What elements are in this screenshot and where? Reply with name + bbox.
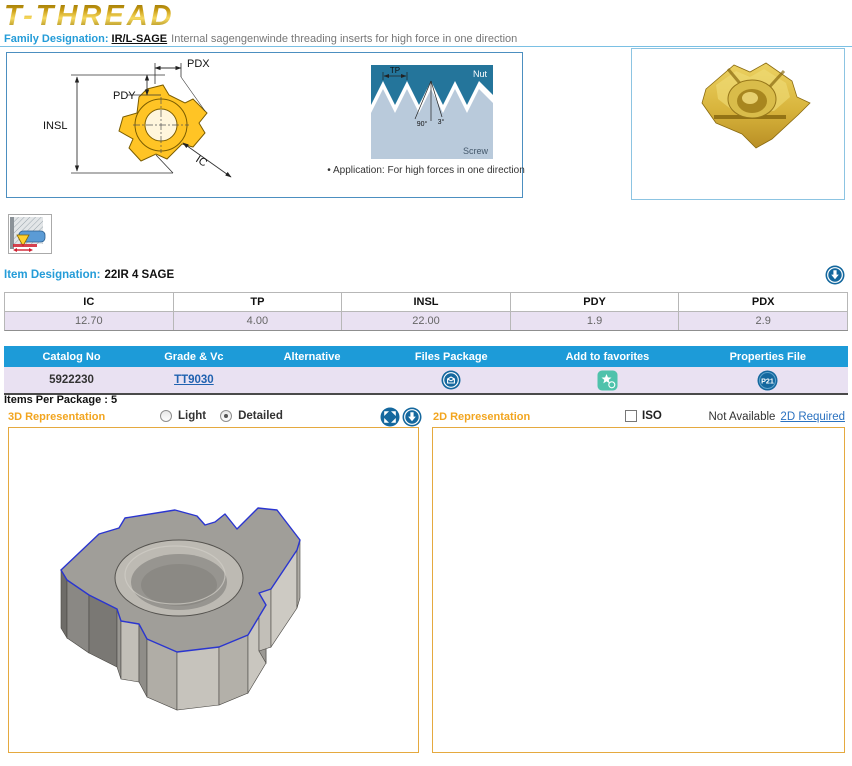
tp-label: TP	[390, 66, 400, 75]
angle-3-label: 3°	[438, 118, 445, 126]
item-download-icon[interactable]	[825, 265, 845, 285]
2d-representation-title: 2D Representation	[433, 411, 531, 423]
dim-header-ic: IC	[5, 293, 174, 312]
catalog-header-catalog-no: Catalog No	[42, 351, 101, 363]
catalog-number: 5922230	[49, 374, 94, 386]
detailed-radio-label: Detailed	[238, 410, 283, 422]
catalog-header-files: Files Package	[414, 351, 488, 363]
family-description: Internal sagengenwinde threading inserts…	[171, 33, 518, 45]
2d-required-link[interactable]: 2D Required	[780, 411, 845, 423]
light-radio-label: Light	[178, 410, 207, 422]
dim-header-pdx: PDX	[679, 293, 848, 312]
family-designation-label: Family Designation:	[4, 33, 109, 45]
internal-threading-icon	[10, 216, 50, 252]
catalog-header-alternative: Alternative	[283, 351, 341, 363]
files-package-icon[interactable]	[441, 370, 461, 390]
expand-icon[interactable]	[380, 407, 400, 427]
3d-view-controls	[380, 407, 422, 427]
family-designation: Family Designation: IR/L-SAGE Internal sag…	[4, 33, 517, 45]
catalog-table: Catalog No Grade & Vc Alternative Files …	[4, 346, 848, 395]
items-per-package: Items Per Package : 5	[4, 394, 118, 406]
catalog-header-properties: Properties File	[729, 351, 806, 363]
dimension-diagram-panel: INSL PDX PDY IC Nut Screw TP	[6, 52, 525, 198]
add-to-favorites-icon[interactable]	[597, 370, 618, 391]
dim-header-insl: INSL	[342, 293, 511, 312]
iso-option: ISO	[625, 410, 662, 422]
insert-dimension-drawing: INSL PDX PDY IC	[43, 58, 232, 178]
dim-value-tp: 4.00	[173, 312, 343, 330]
3d-model-insert	[60, 507, 301, 711]
dim-header-pdy: PDY	[510, 293, 680, 312]
nut-label: Nut	[473, 69, 488, 79]
insert-photo	[701, 62, 811, 149]
item-designation: Item Designation: 22IR 4 SAGE	[4, 269, 174, 281]
iso-checkbox-label: ISO	[642, 410, 662, 422]
3d-representation-title: 3D Representation	[8, 411, 106, 423]
dim-value-insl: 22.00	[342, 312, 511, 330]
pdx-label: PDX	[187, 58, 210, 70]
catalog-header-favorites: Add to favorites	[565, 351, 650, 363]
dim-value-ic: 12.70	[5, 312, 174, 330]
3d-viewport[interactable]	[8, 427, 419, 753]
dimensions-value-row: 12.70 4.00 22.00 1.9 2.9	[5, 312, 848, 330]
item-designation-label: Item Designation:	[4, 269, 101, 281]
insl-label: INSL	[43, 120, 67, 132]
properties-file-icon[interactable]: P21	[757, 370, 778, 391]
catalog-header-grade: Grade & Vc	[164, 351, 224, 363]
properties-badge-text: P21	[761, 376, 774, 385]
dim-value-pdx: 2.9	[679, 312, 848, 330]
grade-link[interactable]: TT9030	[174, 374, 214, 386]
dimensions-table: IC TP INSL PDY PDX 12.70 4.00 22.00 1.9 …	[4, 292, 848, 331]
dimensions-header-row: IC TP INSL PDY PDX	[5, 293, 848, 312]
angle-90-label: 90°	[417, 120, 428, 128]
detailed-radio[interactable]	[220, 410, 233, 422]
ic-label: IC	[193, 153, 209, 169]
t-thread-logo: T-THREAD	[4, 0, 175, 32]
download-3d-icon[interactable]	[402, 407, 422, 427]
iso-checkbox[interactable]	[625, 410, 637, 422]
separator-line	[0, 46, 852, 47]
light-radio[interactable]	[160, 410, 172, 422]
thread-application-diagram: Nut Screw TP 90° 3°	[371, 65, 493, 159]
item-designation-value: 22IR 4 SAGE	[104, 269, 175, 281]
not-available-text: Not Available	[708, 411, 776, 423]
catalog-header-row: Catalog No Grade & Vc Alternative Files …	[4, 346, 848, 367]
application-note: • Application: For high forces in one di…	[327, 165, 525, 176]
2d-viewport	[432, 427, 845, 753]
catalog-row: 5922230 TT9030	[4, 367, 848, 393]
pdy-label: PDY	[113, 90, 136, 102]
dim-value-pdy: 1.9	[510, 312, 680, 330]
dim-header-tp: TP	[173, 293, 343, 312]
family-code-link[interactable]: IR/L-SAGE	[111, 33, 168, 45]
2d-availability: Not Available 2D Required	[709, 411, 846, 423]
application-thumbnail[interactable]	[8, 214, 52, 254]
3d-quality-options: Light Detailed	[160, 410, 291, 422]
insert-photo-panel	[631, 48, 845, 200]
screw-region	[371, 89, 493, 159]
screw-label: Screw	[463, 146, 489, 156]
